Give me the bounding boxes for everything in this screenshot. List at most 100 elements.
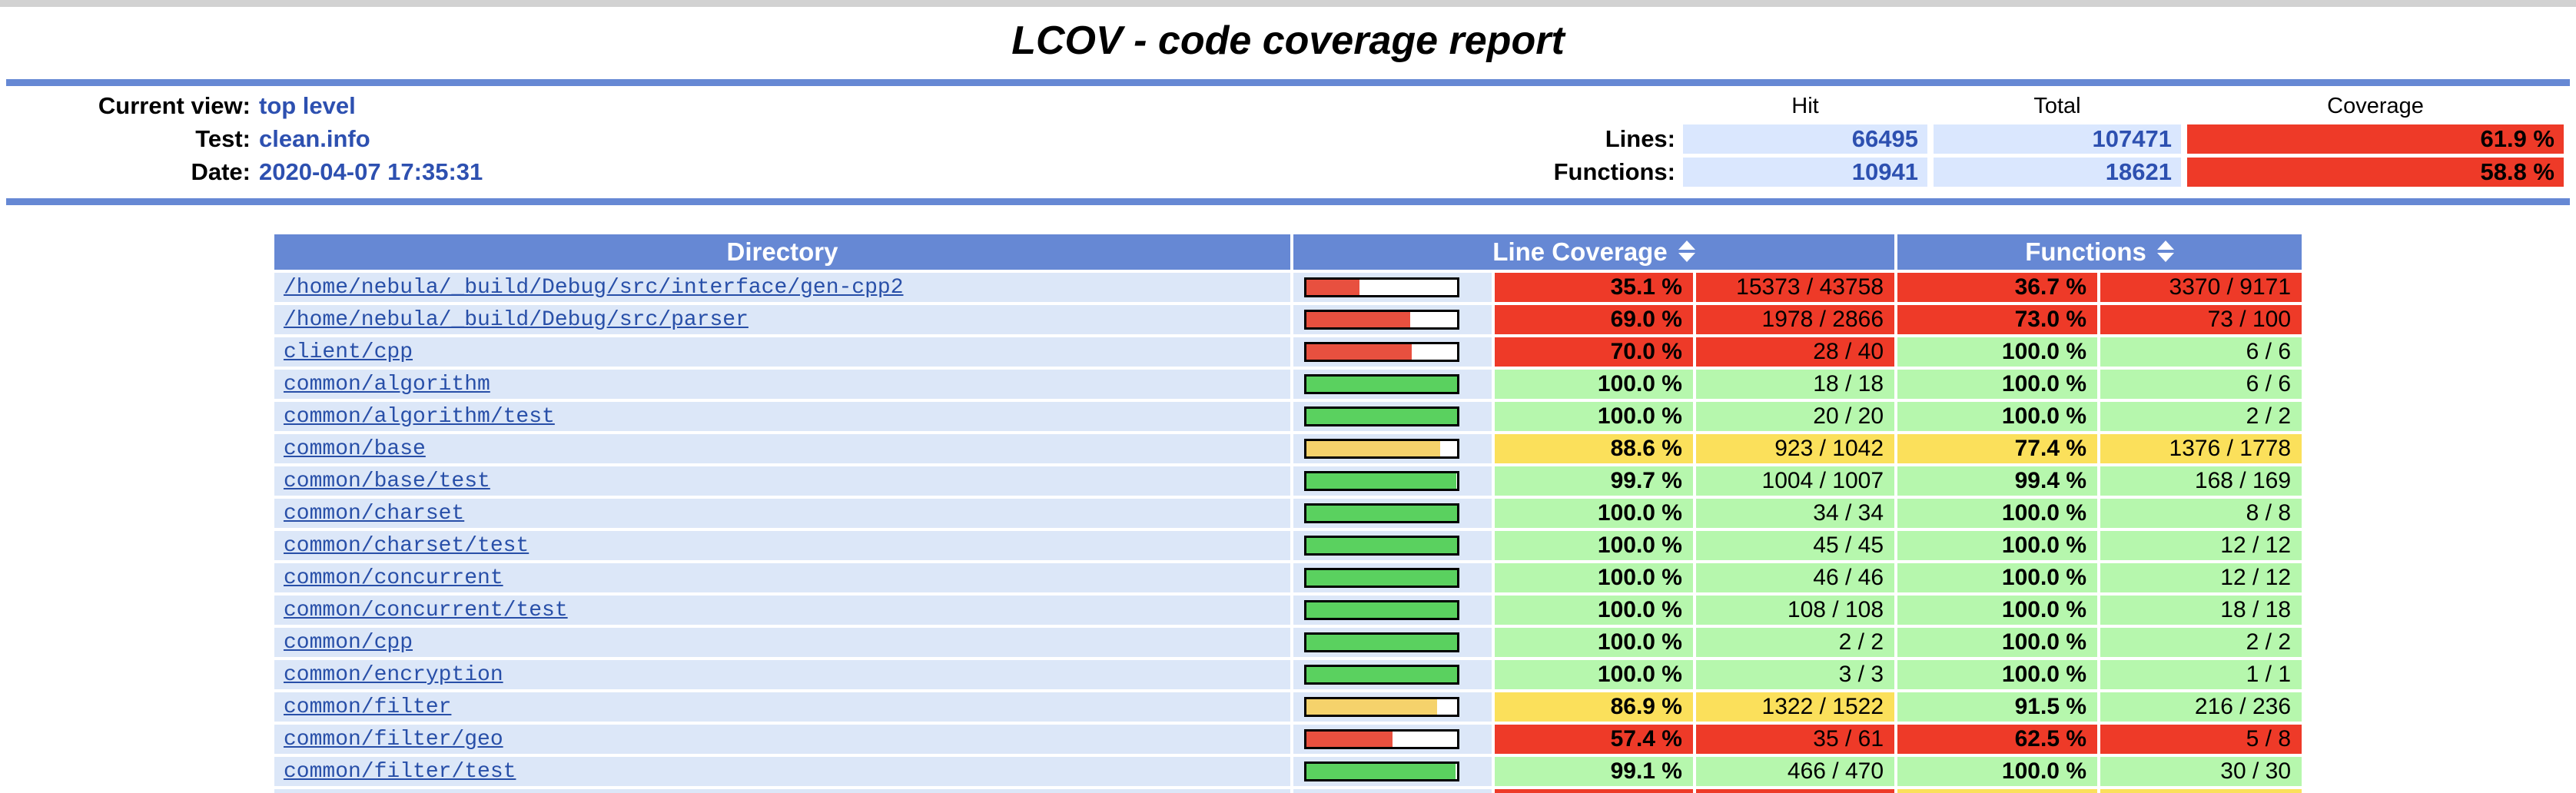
directory-link[interactable]: common/concurrent (283, 566, 503, 590)
coverage-bar-cell (1293, 305, 1492, 334)
functions-ratio-cell: 12 / 12 (2100, 531, 2302, 560)
directory-link[interactable]: common/filter (283, 695, 452, 719)
line-ratio-cell: 1978 / 2866 (1695, 305, 1895, 334)
line-percent-cell: 99.1 % (1494, 757, 1693, 786)
directory-link[interactable]: common/encryption (283, 662, 503, 687)
date-value: 2020-04-07 17:35:31 (259, 158, 483, 185)
coverage-bar (1303, 310, 1459, 330)
line-percent-cell: 86.9 % (1494, 692, 1693, 722)
functions-hit-value: 10941 (1683, 158, 1927, 187)
directory-link[interactable]: common/algorithm/test (283, 404, 555, 429)
directory-cell: common/base (274, 434, 1290, 463)
coverage-bar (1303, 665, 1459, 685)
directory-link[interactable]: common/base (283, 436, 426, 461)
table-row: common/concurrent/test 100.0 % 108 / 108 10… (274, 596, 2302, 625)
coverage-bar-cell (1293, 337, 1492, 367)
directory-link[interactable]: common/cpp (283, 630, 413, 655)
directory-cell (274, 789, 1290, 793)
directory-link[interactable]: common/algorithm (283, 372, 490, 396)
line-percent-cell: 100.0 % (1494, 370, 1693, 399)
page-title: LCOV - code coverage report (1011, 18, 1565, 63)
coverage-bar-fill (1306, 538, 1457, 553)
stats-column-total: Total (2033, 93, 2081, 118)
line-percent-cell (1494, 789, 1693, 793)
directory-cell: /home/nebula/_build/Debug/src/interface/… (274, 273, 1290, 302)
line-percent-cell: 57.4 % (1494, 725, 1693, 754)
coverage-bar (1303, 503, 1459, 523)
table-row: /home/nebula/_build/Debug/src/interface/… (274, 273, 2302, 302)
directory-link[interactable]: common/base/test (283, 469, 490, 493)
functions-percent-cell: 99.4 % (1897, 466, 2098, 496)
functions-ratio-cell: 5 / 8 (2100, 725, 2302, 754)
line-ratio-cell: 45 / 45 (1695, 531, 1895, 560)
directory-cell: common/algorithm/test (274, 402, 1290, 431)
lines-coverage-value: 61.9 % (2187, 124, 2564, 154)
current-view-value[interactable]: top level (259, 92, 356, 119)
sort-updown-icon[interactable] (2156, 241, 2174, 263)
date-label: Date: (191, 158, 251, 185)
table-row: common/charset 100.0 % 34 / 34 100.0 % 8 / 8 (274, 499, 2302, 528)
line-percent-cell: 70.0 % (1494, 337, 1693, 367)
coverage-bar (1303, 471, 1459, 491)
sort-updown-icon[interactable] (1678, 241, 1695, 263)
coverage-bar (1303, 632, 1459, 652)
coverage-bar-cell (1293, 466, 1492, 496)
coverage-bar-cell (1293, 563, 1492, 592)
directory-link[interactable]: common/charset (283, 501, 465, 526)
line-ratio-cell: 28 / 40 (1695, 337, 1895, 367)
lines-hit-value: 66495 (1683, 124, 1927, 154)
directory-cell: common/concurrent/test (274, 596, 1290, 625)
functions-ratio-cell: 6 / 6 (2100, 370, 2302, 399)
functions-ratio-cell: 73 / 100 (2100, 305, 2302, 334)
coverage-bar-cell (1293, 660, 1492, 689)
table-row (274, 789, 2302, 793)
functions-ratio-cell: 2 / 2 (2100, 628, 2302, 657)
sort-up-arrow (1678, 241, 1695, 251)
directory-cell: common/filter/test (274, 757, 1290, 786)
line-percent-cell: 100.0 % (1494, 628, 1693, 657)
functions-percent-cell: 100.0 % (1897, 499, 2098, 528)
functions-ratio-cell: 30 / 30 (2100, 757, 2302, 786)
directory-link[interactable]: /home/nebula/_build/Debug/src/interface/… (283, 275, 904, 300)
lines-total-value: 107471 (1934, 124, 2181, 154)
functions-ratio-cell: 1376 / 1778 (2100, 434, 2302, 463)
coverage-bar-fill (1306, 409, 1457, 424)
directory-link[interactable]: common/concurrent/test (283, 598, 568, 622)
functions-ratio-cell (2100, 789, 2302, 793)
coverage-bar (1303, 761, 1459, 781)
sort-down-arrow (1678, 253, 1695, 263)
column-header-functions[interactable]: Functions (1897, 234, 2302, 270)
directory-link[interactable]: /home/nebula/_build/Debug/src/parser (283, 307, 749, 332)
directory-link[interactable]: common/filter/test (283, 759, 516, 784)
table-row: common/filter/geo 57.4 % 35 / 61 62.5 % 5 / … (274, 725, 2302, 754)
table-row: common/charset/test 100.0 % 45 / 45 100.0 %… (274, 531, 2302, 560)
coverage-bar-fill (1306, 280, 1359, 295)
line-percent-cell: 88.6 % (1494, 434, 1693, 463)
coverage-bar-cell (1293, 596, 1492, 625)
line-ratio-cell: 34 / 34 (1695, 499, 1895, 528)
coverage-bar (1303, 374, 1459, 394)
current-view-label: Current view: (98, 92, 251, 119)
directory-link[interactable]: client/cpp (283, 340, 413, 364)
coverage-table: Directory Line Coverage Functions /home/… (271, 231, 2305, 793)
functions-percent-cell: 100.0 % (1897, 757, 2098, 786)
test-label: Test: (195, 125, 251, 152)
column-header-line-coverage[interactable]: Line Coverage (1293, 234, 1895, 270)
coverage-bar-cell (1293, 499, 1492, 528)
coverage-bar-fill (1306, 732, 1393, 747)
divider-rule-top (6, 79, 2570, 86)
sort-down-arrow (2156, 253, 2174, 263)
functions-ratio-cell: 2 / 2 (2100, 402, 2302, 431)
directory-link[interactable]: common/charset/test (283, 533, 529, 558)
coverage-bar (1303, 600, 1459, 620)
coverage-bar-fill (1306, 506, 1457, 521)
coverage-bar-cell (1293, 370, 1492, 399)
stats-column-coverage: Coverage (2327, 93, 2424, 118)
directory-cell: common/charset/test (274, 531, 1290, 560)
directory-cell: common/concurrent (274, 563, 1290, 592)
directory-link[interactable]: common/filter/geo (283, 727, 503, 752)
line-percent-cell: 100.0 % (1494, 402, 1693, 431)
functions-percent-cell: 36.7 % (1897, 273, 2098, 302)
functions-coverage-value: 58.8 % (2187, 158, 2564, 187)
lines-label: Lines: (1605, 125, 1675, 152)
